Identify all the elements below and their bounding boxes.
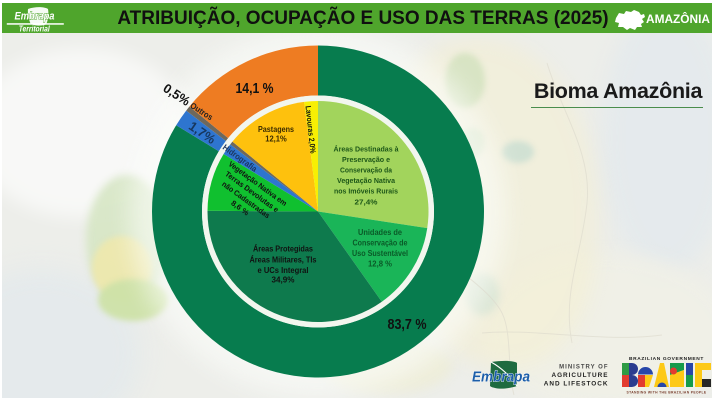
svg-text:AND LIFESTOCK: AND LIFESTOCK [544, 380, 609, 387]
svg-text:AGRICULTURE: AGRICULTURE [551, 372, 608, 379]
svg-text:BRAZILIAN GOVERNMENT: BRAZILIAN GOVERNMENT [629, 356, 704, 361]
svg-text:STANDING WITH THE BRAZILIAN PE: STANDING WITH THE BRAZILIAN PEOPLE [627, 391, 707, 395]
svg-text:e UCs Integral: e UCs Integral [258, 266, 309, 275]
svg-text:Áreas Protegidas: Áreas Protegidas [253, 245, 314, 254]
svg-text:12,8 %: 12,8 % [368, 260, 392, 269]
svg-text:Territorial: Territorial [19, 24, 51, 33]
svg-text:AMAZÔNIA: AMAZÔNIA [646, 11, 710, 26]
svg-text:12,1%: 12,1% [265, 135, 287, 144]
svg-text:Uso Sustentável: Uso Sustentável [352, 249, 408, 258]
svg-text:Pastagens: Pastagens [258, 125, 295, 134]
svg-text:27,4%: 27,4% [355, 198, 378, 207]
svg-text:83,7 %: 83,7 % [388, 316, 427, 333]
svg-text:Preservação e: Preservação e [342, 155, 390, 164]
svg-text:Embrapa: Embrapa [472, 370, 530, 386]
svg-text:Áreas Destinadas à: Áreas Destinadas à [334, 145, 400, 154]
svg-text:MINISTRY OF: MINISTRY OF [559, 365, 608, 371]
svg-text:nos Imóveis Rurais: nos Imóveis Rurais [334, 187, 398, 196]
svg-text:34,9%: 34,9% [272, 276, 295, 285]
svg-text:Áreas Militares, TIs: Áreas Militares, TIs [250, 256, 318, 265]
svg-text:Embrapa: Embrapa [15, 11, 55, 23]
svg-text:14,1 %: 14,1 % [236, 80, 274, 97]
svg-text:0,5%: 0,5% [161, 80, 194, 109]
svg-text:Conservação de: Conservação de [353, 239, 409, 248]
svg-text:Vegetação Nativa: Vegetação Nativa [337, 176, 396, 185]
svg-text:Conservação da: Conservação da [340, 166, 393, 175]
svg-text:Unidades de: Unidades de [358, 228, 403, 237]
